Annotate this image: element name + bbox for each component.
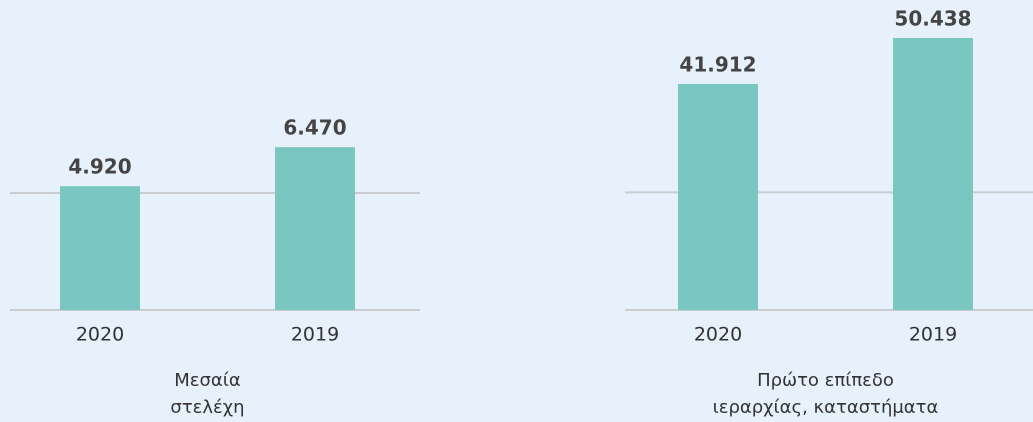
axis-label: στελέχη [170, 397, 244, 418]
x-tick-label: 2019 [909, 324, 957, 346]
bar [893, 37, 973, 311]
axis-label: ιεραρχίας, καταστήματα [713, 397, 939, 418]
bar [60, 186, 140, 310]
bar [678, 83, 758, 310]
axis-label: Πρώτο επίπεδο [757, 370, 894, 391]
x-tick-label: 2020 [76, 324, 124, 346]
value-label: 50.438 [894, 6, 971, 30]
value-label: 6.470 [283, 116, 346, 140]
bar [275, 147, 355, 310]
value-label: 41.912 [679, 52, 756, 76]
axis-label: Μεσαία [174, 370, 241, 391]
x-tick-label: 2019 [291, 324, 339, 346]
x-tick-label: 2020 [694, 324, 742, 346]
value-label: 4.920 [68, 155, 131, 179]
